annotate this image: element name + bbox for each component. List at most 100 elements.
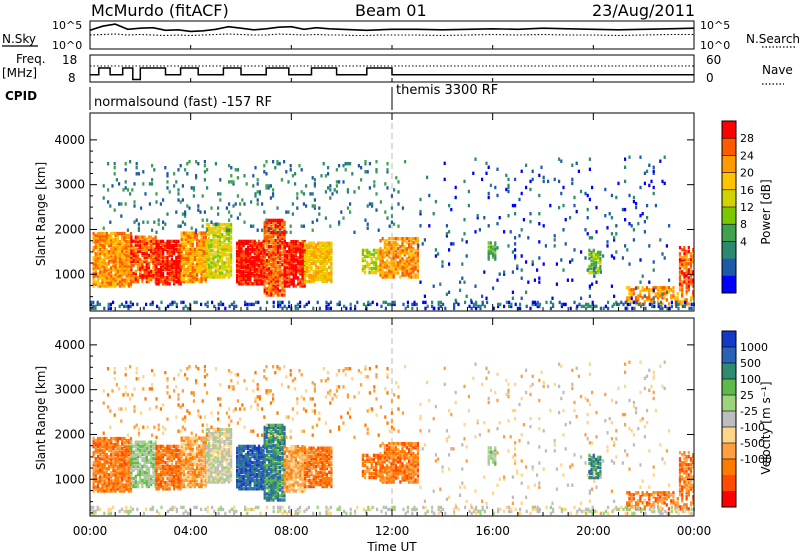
power-cell [274,224,277,229]
power-cell [99,258,102,262]
power-cell [392,265,395,269]
power-cell [665,286,668,290]
power-cell [251,245,254,250]
power-cell [637,286,640,290]
power-cell [121,260,124,264]
power-cell [364,160,367,164]
velocity-cell [208,464,211,468]
power-cell [270,265,273,269]
power-cell [145,241,148,245]
power-cell [152,253,155,257]
power-cell [299,268,302,272]
power-cell [139,273,142,278]
power-cell [147,239,151,243]
power-cell [324,216,327,220]
power-cell [479,304,482,309]
power-cell [279,222,282,227]
power-cell [323,275,326,280]
power-cell [242,257,245,262]
power-cell [392,247,395,251]
power-cell [453,304,456,309]
velocity-cell [196,446,199,450]
power-cell [306,269,309,274]
velocity-cell [139,478,142,483]
velocity-cell [147,444,151,448]
power-cell [244,261,247,266]
power-cell [564,218,567,222]
power-cell [113,172,116,176]
power-cell [687,284,690,288]
power-cell [392,241,395,245]
power-cell [283,284,286,288]
velocity-cell [136,470,140,475]
power-cell [421,242,424,246]
power-cell [292,248,295,252]
power-cell [208,222,211,227]
velocity-cell [132,484,135,489]
power-cell [272,275,275,279]
power-cell [114,240,117,244]
power-cell [110,260,113,264]
power-cell [96,302,99,307]
power-cell [143,237,146,241]
power-cell [549,306,552,311]
power-cell [244,300,247,305]
velocity-cell [175,473,178,477]
power-cell [210,231,213,235]
power-cell [692,284,695,288]
velocity-cell [118,463,122,467]
power-cell [130,255,133,259]
power-cell [401,243,404,247]
power-cell [202,243,205,247]
power-cell [175,249,178,254]
power-cell [230,261,233,265]
power-cell [553,244,556,248]
power-cell [187,259,190,264]
power-cell [190,186,193,190]
power-cell [419,280,422,284]
velocity-cell [164,487,167,491]
power-cell [290,256,293,260]
power-cell [249,265,252,270]
power-cell [279,261,282,265]
power-cell [210,220,213,224]
power-cell [247,245,250,250]
velocity-cell [123,467,126,471]
power-cell [594,260,598,265]
power-cell [230,227,233,231]
power-cell [285,210,288,214]
power-cell [538,276,541,280]
power-cell [208,241,211,245]
power-cell [216,275,219,279]
power-cell [159,278,162,282]
power-cell [317,255,320,259]
power-cell [593,304,596,309]
power-cell [286,250,289,254]
power-cell [401,261,404,265]
power-cell [155,282,158,286]
velocity-cell [127,479,130,483]
power-cell [238,274,241,278]
power-cell [125,248,128,252]
velocity-cell [196,452,199,456]
power-cell [675,304,678,309]
power-cell [475,302,478,307]
power-cell [265,160,268,164]
power-cell [416,247,419,251]
power-cell [263,252,266,257]
power-cell [152,251,155,255]
power-cell [242,239,245,244]
power-cell [121,270,124,274]
power-cell [173,300,176,305]
velocity-cell [210,454,213,458]
velocity-cell [132,464,135,469]
velocity-cell [143,460,146,464]
power-cell [630,300,633,304]
velocity-cell [216,474,219,478]
velocity-cell [125,473,128,477]
power-cell [250,200,253,204]
velocity-cell [116,477,119,481]
velocity-cell [132,482,135,487]
power-cell [403,267,406,271]
